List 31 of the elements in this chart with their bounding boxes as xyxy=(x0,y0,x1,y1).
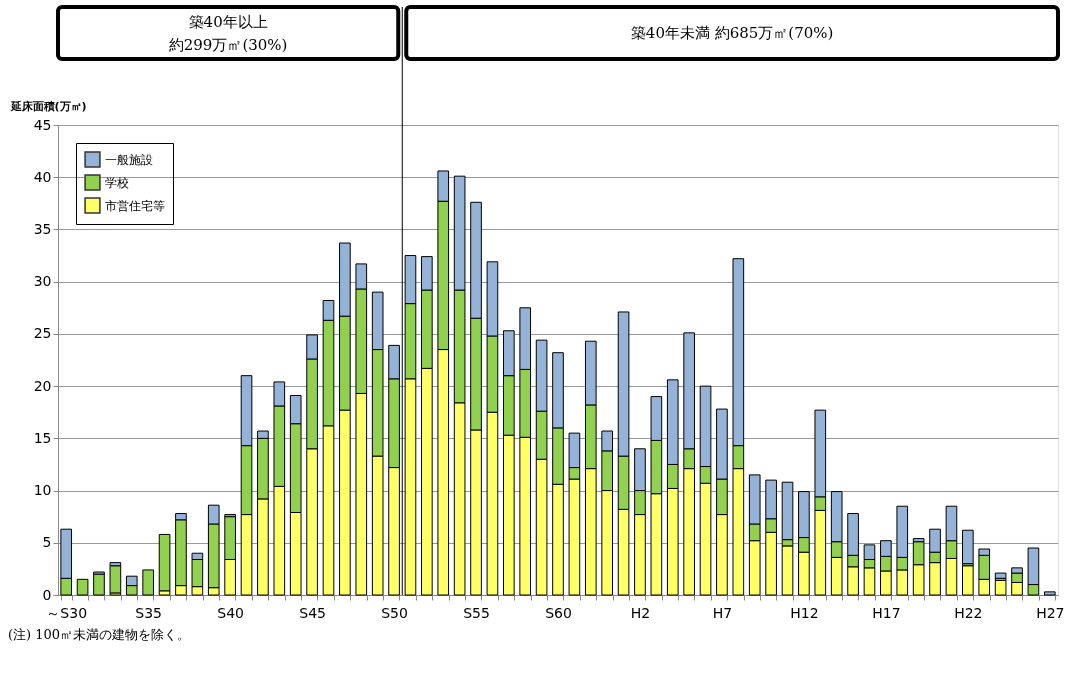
legend-label: 学校 xyxy=(105,175,129,190)
x-tick-label: S40 xyxy=(217,604,244,621)
text: 約299万㎡(30%) xyxy=(168,36,288,54)
text: (注) 100㎡未満の建物を除く。 xyxy=(8,627,191,642)
x-tick-label: S45 xyxy=(299,604,326,621)
y-tick-label: 15 xyxy=(33,429,52,446)
x-tick-label: H17 xyxy=(872,604,901,621)
x-tick-label: S55 xyxy=(463,604,490,621)
y-tick-label: 30 xyxy=(33,273,52,290)
y-tick-label: 0 xyxy=(42,586,52,603)
x-tick-label: H7 xyxy=(712,604,733,621)
x-tick-label: S35 xyxy=(135,604,163,621)
text: 築40年未満 約685万㎡(70%) xyxy=(630,24,834,42)
x-tick-label: H2 xyxy=(630,604,651,621)
text: 築40年以上 xyxy=(188,13,268,31)
legend-label: 市営住宅等 xyxy=(105,198,165,213)
legend-label: 一般施設 xyxy=(105,152,153,167)
x-tick-label: S50 xyxy=(381,604,408,621)
x-tick-label: H12 xyxy=(790,604,819,621)
y-tick-label: 20 xyxy=(33,377,52,394)
y-tick-label: 25 xyxy=(33,325,52,342)
x-tick-label: ～S30 xyxy=(46,604,88,621)
y-axis-title: 延床面積(万㎡) xyxy=(9,99,87,113)
y-tick-label: 5 xyxy=(42,534,52,551)
y-tick-label: 10 xyxy=(33,482,52,499)
y-tick-label: 45 xyxy=(33,116,52,133)
x-tick-label: H22 xyxy=(954,604,983,621)
x-tick-label: H27 xyxy=(1036,604,1065,621)
x-tick-label: S60 xyxy=(545,604,572,621)
y-tick-label: 40 xyxy=(33,168,52,185)
y-tick-label: 35 xyxy=(33,220,52,237)
